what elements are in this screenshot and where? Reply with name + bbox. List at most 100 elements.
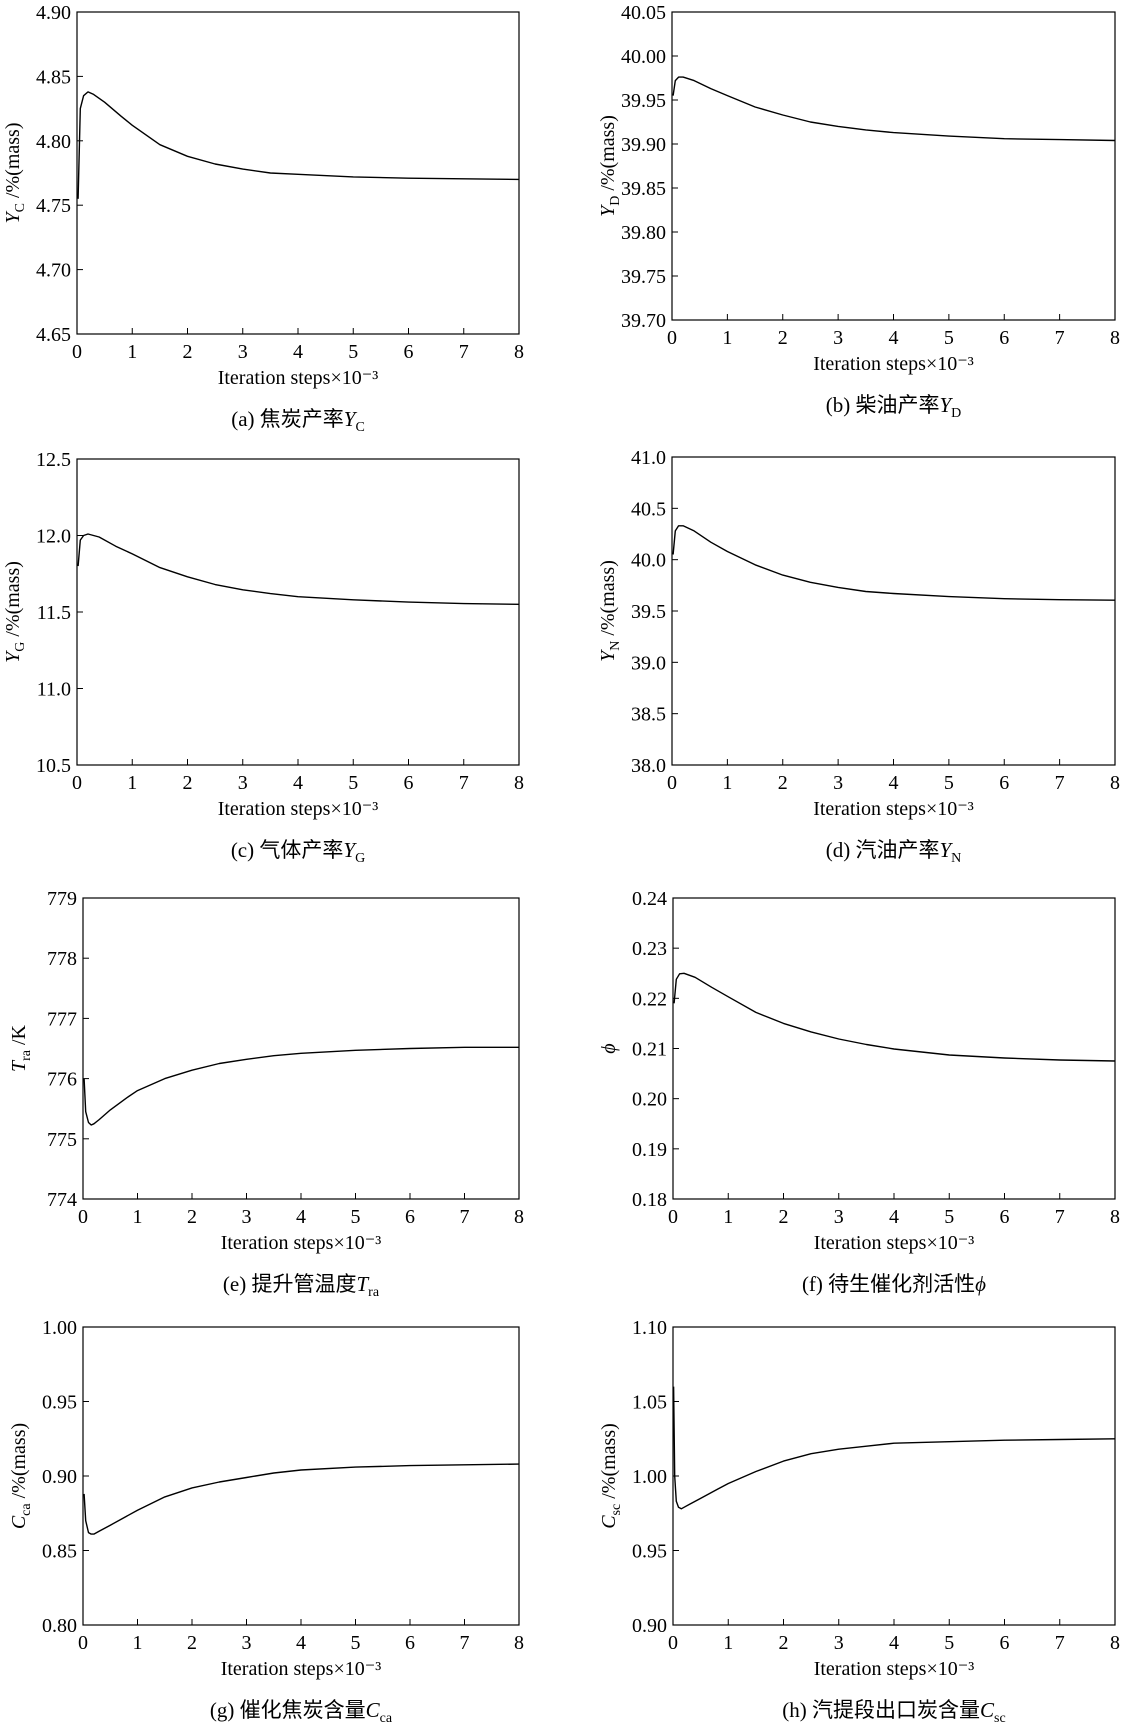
panel-h-ytick-label: 0.95 [632,1541,667,1563]
panel-a-ytick-label: 4.65 [36,324,71,346]
panel-h-y-axis-label: Csc /%(mass) [598,1423,624,1529]
panel-a-xtick-label: 5 [348,341,358,363]
panel-f-xtick-label: 1 [723,1206,733,1228]
panel-c-y-axis-symbol: Y [2,650,24,663]
panel-d-ytick-label: 38.5 [631,704,666,726]
panel-a-plot-frame [76,11,520,335]
panel-f-xtick-label: 5 [944,1206,954,1228]
panel-d-xtick-label: 5 [944,772,954,794]
panel-b-xtick-label: 0 [667,327,677,349]
panel-g-xtick-label: 5 [351,1632,361,1654]
panel-e: 0 1 2 3 4 5 6 7 8 774 775 776 777 778 779 Iteration ste… [8,888,524,1300]
panel-h-x-axis-label: Iteration steps×10⁻³ [814,1658,975,1680]
panel-a-y-axis-subscript: C [13,203,28,212]
panel-g-series-line [83,1463,520,1535]
panel-b-xtick-label: 3 [833,327,843,349]
panel-d-caption-text: (d) 汽油产率 [826,838,940,862]
panel-h-xtick-label: 4 [889,1632,899,1654]
panel-b-y-axis-symbol: Y [597,204,619,217]
panel-f-xtick-label: 4 [889,1206,899,1228]
panel-a-ytick-label: 4.80 [36,131,71,153]
panel-c-y-axis-label: YG /%(mass) [2,561,28,663]
panel-c-y-axis-unit: /%(mass) [2,561,24,642]
panel-b-plot-frame [671,11,1116,321]
panel-e-ytick-label: 775 [47,1129,77,1151]
panel-d-ytick-label: 39.5 [631,601,666,623]
panel-c: 0 1 2 3 4 5 6 7 8 10.5 11.0 11.5 12.0 12.5 Iteration s… [2,449,524,866]
panel-c-ytick-label: 12.0 [36,526,71,548]
panel-f-caption: (f) 待生催化剂活性ϕ [802,1272,986,1296]
panel-e-y-axis-unit: /K [8,1024,30,1050]
panel-f-y-axis-label: ϕ [598,1043,620,1053]
panel-c-caption-symbol: Y [343,838,357,862]
panel-c-xtick-label: 2 [183,772,193,794]
panel-c-xtick-label: 5 [348,772,358,794]
panel-f-xtick-label: 6 [1000,1206,1010,1228]
panel-g-x-axis-label: Iteration steps×10⁻³ [221,1658,382,1680]
panel-g-xtick-label: 2 [187,1632,197,1654]
panel-h-xtick-label: 8 [1110,1632,1120,1654]
panel-a-xtick-label: 1 [127,341,137,363]
panel-b-xtick-label: 8 [1110,327,1120,349]
panel-h-ytick-label: 1.10 [632,1317,667,1339]
panel-d-ytick-label: 40.5 [631,498,666,520]
panel-a-xtick-label: 6 [404,341,414,363]
panel-h-caption-symbol: C [980,1698,995,1722]
panel-f-ytick-label: 0.23 [632,938,667,960]
panel-c-ytick-label: 10.5 [36,755,71,777]
panel-e-xtick-label: 6 [405,1206,415,1228]
panel-f-xtick-label: 3 [834,1206,844,1228]
panel-g-y-axis-symbol: C [8,1515,30,1529]
panel-d-y-axis-label: YN /%(mass) [597,560,623,662]
panel-c-ytick-label: 11.5 [37,602,71,624]
panel-b-xtick-label: 4 [889,327,899,349]
panel-d-ytick-label: 38.0 [631,755,666,777]
panel-a-y-axis-label: YC /%(mass) [2,122,28,223]
panel-a-xtick-label: 3 [238,341,248,363]
panel-d-y-axis-unit: /%(mass) [597,560,619,641]
panel-h-caption: (h) 汽提段出口炭含量Csc [782,1698,1005,1726]
panel-f-xtick-label: 2 [779,1206,789,1228]
panel-g-ytick-label: 1.00 [42,1317,77,1339]
panel-f-ytick-label: 0.22 [632,988,667,1010]
panel-b-caption-symbol: Y [939,393,953,417]
panel-b-ytick-label: 40.00 [621,46,666,68]
panel-a-y-axis-symbol: Y [2,211,24,224]
panel-c-x-axis-label: Iteration steps×10⁻³ [218,798,379,820]
panel-d-y-axis-symbol: Y [597,649,619,662]
panel-g-xtick-label: 7 [460,1632,470,1654]
panel-d-caption-subscript: N [951,851,961,866]
panel-h-xtick-label: 0 [668,1632,678,1654]
panel-g-y-axis-subscript: ca [19,1503,34,1516]
panel-g-ytick-label: 0.95 [42,1392,77,1414]
panel-e-ytick-label: 777 [47,1008,77,1030]
panel-g-ytick-label: 0.90 [42,1466,77,1488]
panel-c-series-line [77,533,520,605]
panel-d-xtick-label: 6 [999,772,1009,794]
panel-g-caption-symbol: C [366,1698,381,1722]
panel-f-x-axis-label: Iteration steps×10⁻³ [814,1232,975,1254]
panel-f: 0 1 2 3 4 5 6 7 8 0.18 0.19 0.20 0.21 0.22 0.23 0.24 Ite… [598,888,1120,1296]
panel-h-plot-frame [672,1326,1116,1626]
panel-h: 0 1 2 3 4 5 6 7 8 0.90 0.95 1.00 1.05 1.10 Iteration s… [598,1317,1120,1726]
panel-e-ytick-label: 776 [47,1069,77,1091]
panel-d-plot-frame [671,456,1116,766]
panel-b-xtick-label: 1 [722,327,732,349]
panel-g-xtick-label: 6 [405,1632,415,1654]
panel-c-ytick-label: 12.5 [36,449,71,471]
panel-g-caption-text: (g) 催化焦炭含量 [210,1698,366,1722]
panel-a-ytick-label: 4.75 [36,195,71,217]
panel-h-y-axis-subscript: sc [609,1504,624,1516]
panel-f-y-axis-symbol: ϕ [598,1043,620,1053]
panel-d-xtick-label: 4 [889,772,899,794]
panel-b-caption-text: (b) 柴油产率 [826,393,940,417]
panel-h-y-axis-unit: /%(mass) [598,1423,620,1504]
panel-d-series-line [672,525,1116,601]
panel-d-xtick-label: 2 [778,772,788,794]
panel-b-xtick-label: 2 [778,327,788,349]
panel-d-ytick-label: 41.0 [631,447,666,469]
panel-h-xtick-label: 7 [1055,1632,1065,1654]
panel-a-caption-symbol: Y [344,407,358,431]
panel-d-xtick-label: 3 [833,772,843,794]
